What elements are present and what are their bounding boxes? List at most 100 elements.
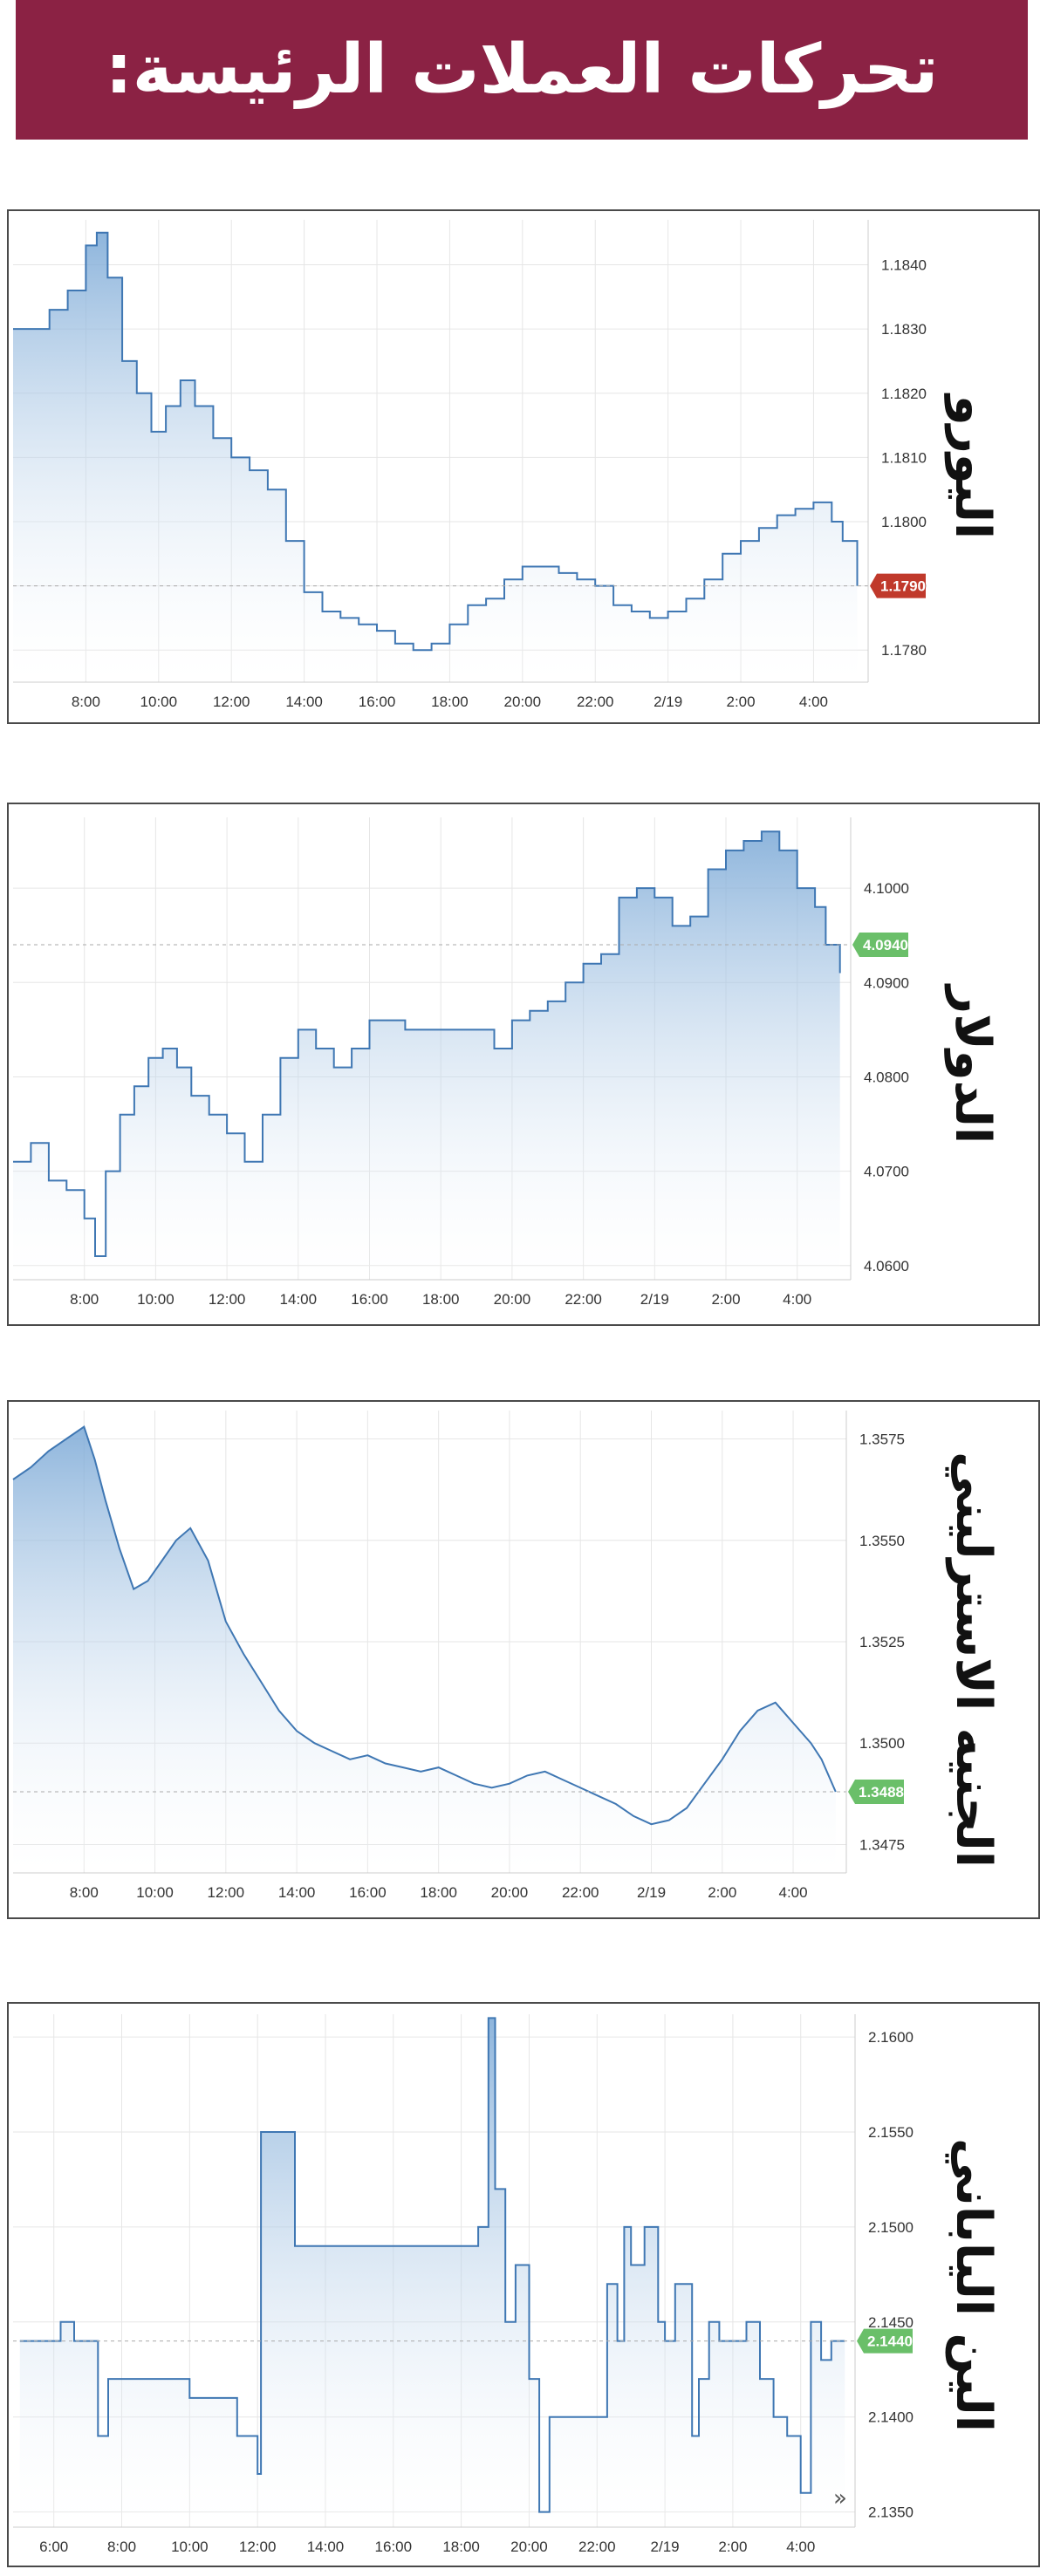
scroll-forward-icon: » [833, 2485, 847, 2511]
current-value-text: 1.3488 [859, 1784, 904, 1800]
y-tick-label: 1.3500 [859, 1735, 905, 1752]
chart-label: اليورو [944, 394, 1002, 539]
y-tick-label: 4.0700 [864, 1164, 909, 1180]
x-tick-label: 12:00 [208, 1884, 245, 1901]
series-line [12, 1425, 837, 1826]
y-tick-label: 1.1820 [881, 386, 927, 402]
x-tick-label: 20:00 [494, 1291, 531, 1308]
x-tick-label: 2/19 [640, 1291, 669, 1308]
y-tick-label: 4.0900 [864, 974, 909, 991]
x-tick-label: 4:00 [799, 694, 828, 710]
y-tick-label: 1.3575 [859, 1431, 905, 1448]
chart-pound: 1.3475 1.3500 1.3525 1.3550 1.3575 8:00 10:00 1… [12, 1411, 905, 1901]
y-tick-label: 1.1810 [881, 449, 927, 466]
page-title: تحركات العملات الرئيسة: [105, 31, 939, 109]
x-tick-label: 10:00 [171, 2538, 209, 2555]
chart-panel-euro: 1.1780 1.1790 1.1800 1.1810 1.1820 1.1830 1.18… [7, 209, 1040, 724]
y-tick-label: 1.1780 [881, 642, 927, 659]
y-tick-label: 2.1400 [868, 2409, 914, 2426]
badge-shape [848, 1780, 904, 1805]
chart-label: الدولار [944, 985, 1002, 1144]
y-tick-label: 2.1550 [868, 2124, 914, 2141]
y-tick-label: 1.3550 [859, 1533, 905, 1549]
y-tick-label: 1.1800 [881, 514, 927, 530]
y-tick-label: 1.3475 [859, 1836, 905, 1853]
series-line [13, 830, 841, 1257]
x-tick-label: 8:00 [70, 1291, 99, 1308]
chart-panel-yen: 2.1350 2.1400 2.1450 2.1500 2.1550 2.1600 6:00… [7, 2002, 1040, 2567]
chart-label: الجنيه الاسترليني [944, 1452, 1002, 1868]
badge-shape [852, 933, 908, 958]
x-tick-label: 4:00 [778, 1884, 807, 1901]
y-tick-label: 4.0600 [864, 1258, 909, 1274]
x-tick-label: 18:00 [420, 1884, 457, 1901]
y-tick-label: 2.1600 [868, 2029, 914, 2046]
series-area [13, 232, 858, 682]
badge-shape [857, 2328, 913, 2354]
x-tick-label: 16:00 [349, 1884, 387, 1901]
y-tick-label: 4.1000 [864, 880, 909, 897]
x-tick-label: 12:00 [239, 2538, 277, 2555]
chart-label: الين الياباني [944, 2137, 1002, 2432]
x-tick-label: 16:00 [375, 2538, 413, 2555]
x-tick-label: 2/19 [637, 1884, 666, 1901]
x-tick-label: 8:00 [70, 1884, 99, 1901]
chart-euro: 1.1780 1.1790 1.1800 1.1810 1.1820 1.1830 1.18… [13, 220, 927, 710]
x-tick-label: 20:00 [510, 2538, 548, 2555]
y-tick-label: 2.1500 [868, 2219, 914, 2236]
current-value-badge: 1.3488 [848, 1780, 904, 1805]
x-tick-label: 8:00 [107, 2538, 136, 2555]
y-tick-label: 1.3525 [859, 1634, 905, 1650]
current-value-text: 1.1790 [880, 578, 926, 595]
x-tick-label: 16:00 [359, 694, 396, 710]
current-value-badge: 2.1440 [857, 2328, 913, 2354]
x-tick-label: 22:00 [565, 1291, 602, 1308]
x-tick-label: 10:00 [136, 1884, 174, 1901]
x-tick-label: 2:00 [708, 1884, 736, 1901]
series-area [13, 1426, 836, 1873]
chart-panel-pound: 1.3475 1.3500 1.3525 1.3550 1.3575 8:00 10:00 1… [7, 1400, 1040, 1919]
x-tick-label: 4:00 [783, 1291, 811, 1308]
chart-dollar: 4.0600 4.0700 4.0800 4.0900 4.1000 8:00 10:00 1… [13, 817, 909, 1308]
y-tick-label: 2.1450 [868, 2314, 914, 2331]
x-tick-label: 10:00 [140, 694, 178, 710]
y-tick-label: 2.1350 [868, 2504, 914, 2521]
x-tick-label: 22:00 [578, 2538, 616, 2555]
x-tick-label: 14:00 [278, 1884, 316, 1901]
x-tick-label: 2:00 [711, 1291, 740, 1308]
x-tick-label: 6:00 [39, 2538, 68, 2555]
x-tick-label: 2:00 [718, 2538, 747, 2555]
x-tick-label: 22:00 [577, 694, 614, 710]
x-tick-label: 14:00 [285, 694, 323, 710]
series-area [13, 831, 840, 1280]
chart-panel-dollar: 4.0600 4.0700 4.0800 4.0900 4.1000 8:00 10:00 1… [7, 803, 1040, 1326]
current-value-badge: 1.1790 [870, 573, 926, 598]
x-tick-label: 20:00 [491, 1884, 529, 1901]
x-tick-label: 14:00 [307, 2538, 345, 2555]
x-tick-label: 16:00 [351, 1291, 388, 1308]
x-tick-label: 2/19 [654, 694, 682, 710]
x-tick-label: 10:00 [137, 1291, 174, 1308]
series-area [19, 2018, 845, 2527]
current-value-text: 4.0940 [863, 937, 908, 953]
y-tick-label: 1.1830 [881, 321, 927, 338]
current-value-text: 2.1440 [867, 2333, 913, 2350]
x-tick-label: 12:00 [209, 1291, 246, 1308]
x-tick-label: 14:00 [280, 1291, 318, 1308]
header-banner: تحركات العملات الرئيسة: [16, 0, 1028, 140]
x-tick-label: 18:00 [442, 2538, 480, 2555]
series-line [13, 231, 859, 652]
x-tick-label: 20:00 [504, 694, 542, 710]
series-line [19, 2017, 845, 2513]
x-tick-label: 18:00 [431, 694, 469, 710]
x-tick-label: 18:00 [422, 1291, 460, 1308]
x-tick-label: 2:00 [726, 694, 755, 710]
x-tick-label: 2/19 [651, 2538, 680, 2555]
x-tick-label: 12:00 [213, 694, 250, 710]
badge-shape [870, 573, 926, 598]
chart-yen: 2.1350 2.1400 2.1450 2.1500 2.1550 2.1600 6:00… [13, 2014, 914, 2555]
x-tick-label: 4:00 [786, 2538, 815, 2555]
x-tick-label: 22:00 [562, 1884, 599, 1901]
y-tick-label: 4.0800 [864, 1069, 909, 1085]
current-value-badge: 4.0940 [852, 933, 908, 958]
